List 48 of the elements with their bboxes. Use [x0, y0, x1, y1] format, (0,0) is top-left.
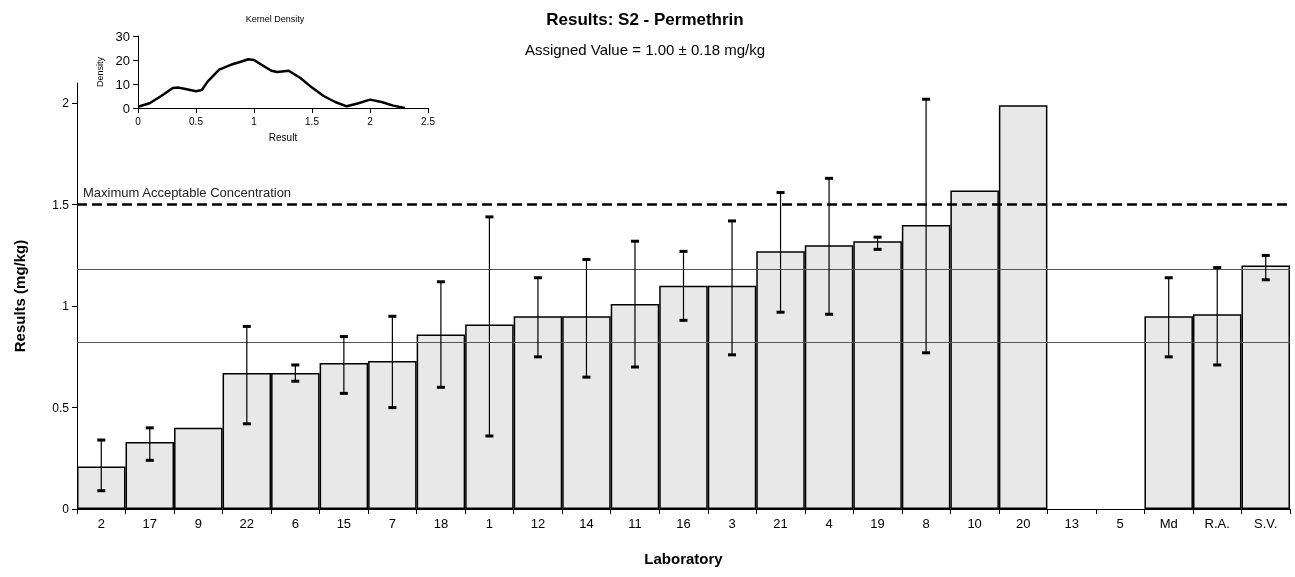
x-tick-label: 12	[530, 516, 546, 531]
x-tick-label: 2	[367, 115, 374, 127]
x-tick-label: 17	[142, 516, 158, 531]
y-tick-label: 30	[115, 28, 130, 44]
y-tick-label: 0	[62, 502, 70, 516]
y-axis-title: Density	[95, 56, 106, 88]
x-tick-label: 1	[485, 516, 494, 531]
y-tick-label: 0	[122, 100, 130, 116]
y-axis-title: Results (mg/kg)	[11, 239, 28, 353]
x-tick-label: 0.5	[189, 115, 204, 127]
x-tick-label: 16	[676, 516, 691, 531]
y-tick-label: 1	[62, 299, 70, 314]
x-tick-label: 22	[239, 516, 255, 531]
x-tick-label: 1	[251, 115, 258, 127]
x-tick-label: 0	[135, 115, 142, 127]
x-axis-title: Laboratory	[644, 550, 724, 567]
chart-title: Results: S2 - Permethrin	[546, 10, 744, 29]
x-tick-label: 13	[1064, 516, 1079, 531]
x-tick-label: 18	[433, 516, 449, 531]
x-tick-label: 1.5	[305, 115, 320, 127]
x-tick-label: R.A.	[1204, 516, 1230, 531]
ref-line-label: Maximum Acceptable Concentration	[83, 184, 292, 200]
x-tick-label: 7	[388, 516, 396, 531]
y-tick-label: 0.5	[52, 400, 70, 415]
x-axis-title: Result	[268, 131, 298, 143]
x-tick-label: Md	[1159, 516, 1178, 531]
x-tick-label: 9	[194, 516, 202, 531]
x-tick-label: S.V.	[1254, 516, 1278, 531]
x-tick-label: 21	[773, 516, 788, 531]
chart-title: Kernel Density	[245, 13, 305, 24]
x-tick-label: 4	[825, 516, 833, 531]
chart-subtitle: Assigned Value = 1.00 ± 0.18 mg/kg	[524, 41, 766, 58]
x-tick-label: 10	[967, 516, 982, 531]
x-tick-label: 2	[97, 516, 105, 531]
x-tick-label: 20	[1015, 516, 1031, 531]
x-tick-label: 8	[922, 516, 930, 531]
x-tick-label: 11	[628, 516, 642, 531]
x-tick-label: 2.5	[421, 115, 436, 127]
x-tick-label: 3	[728, 516, 736, 531]
x-tick-label: 15	[336, 516, 352, 531]
x-tick-label: 19	[870, 516, 885, 531]
y-tick-label: 1.5	[52, 197, 70, 212]
y-tick-label: 20	[115, 52, 130, 68]
x-tick-label: 14	[579, 516, 594, 531]
x-tick-label: 5	[1116, 516, 1124, 531]
x-tick-label: 6	[291, 516, 299, 531]
y-tick-label: 2	[62, 96, 70, 111]
y-tick-label: 10	[115, 76, 130, 92]
